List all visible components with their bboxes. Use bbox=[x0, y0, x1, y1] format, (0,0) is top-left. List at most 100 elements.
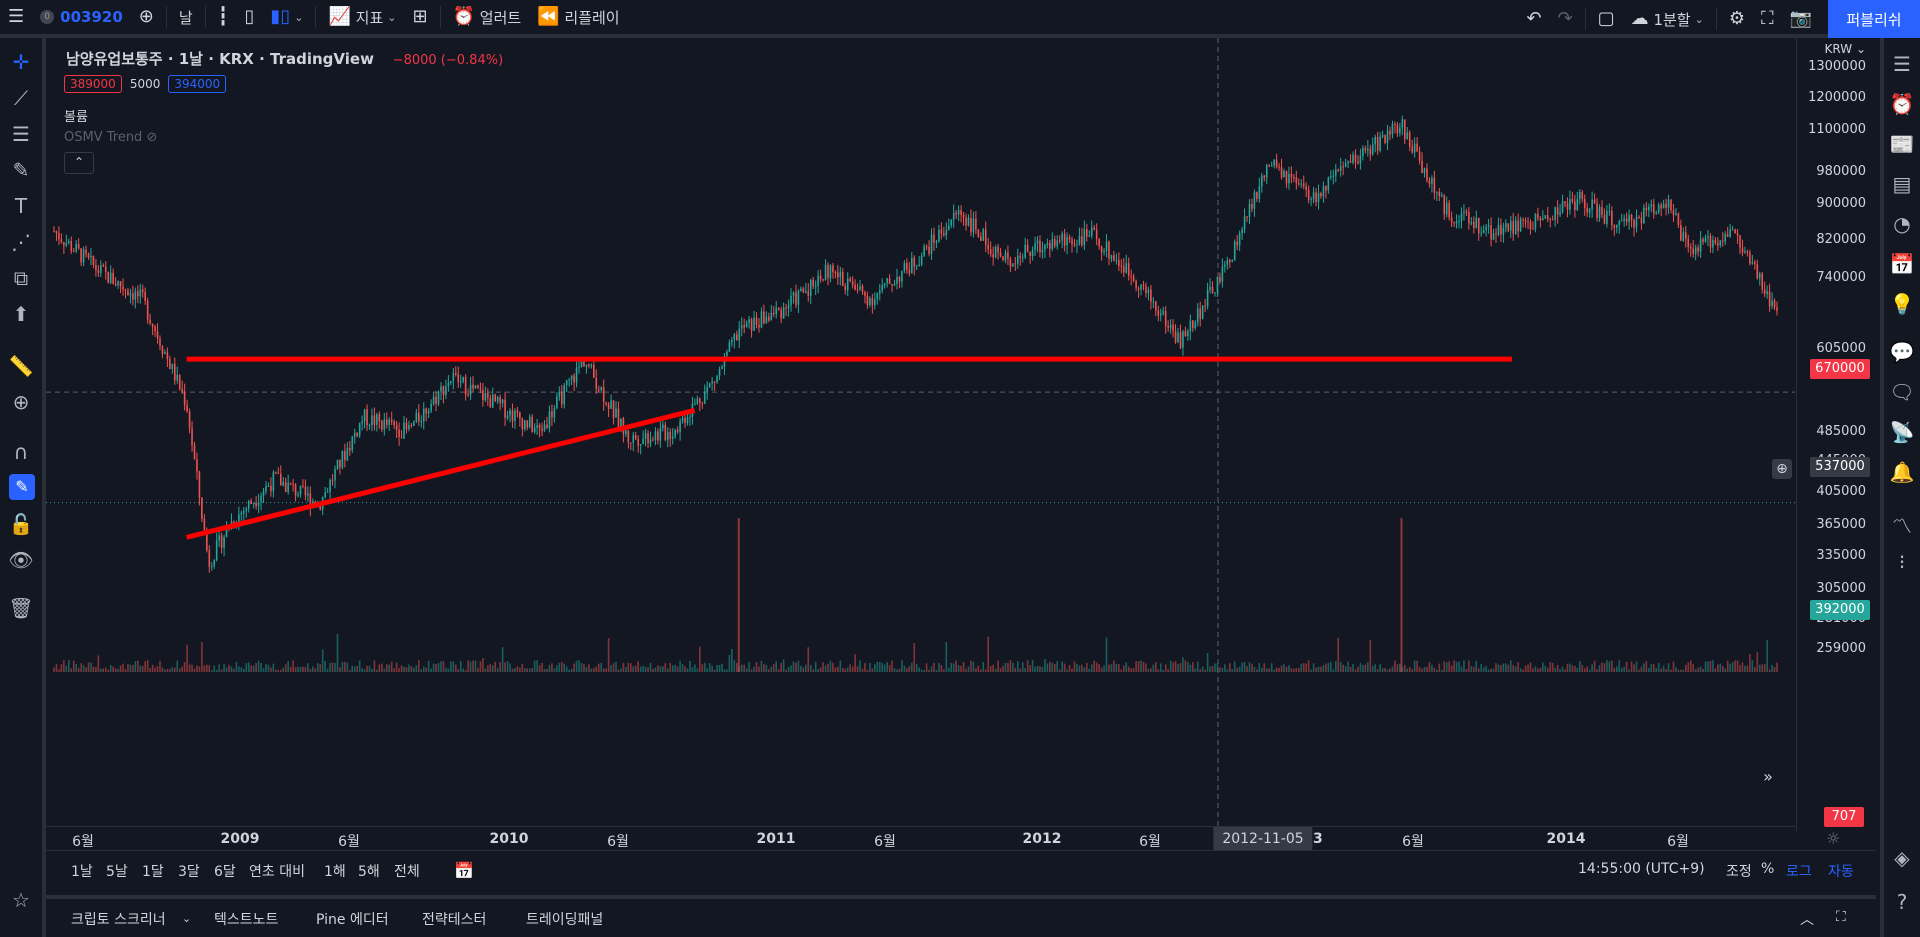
trading-icon[interactable]: 〽 bbox=[1892, 514, 1912, 538]
range-button[interactable]: 1날 bbox=[71, 864, 93, 880]
layout-name-button[interactable]: ☁ 1분할 ⌄ bbox=[1623, 0, 1712, 38]
volume-indicator-label[interactable]: 볼륨 bbox=[64, 110, 88, 125]
calendar-icon[interactable]: 📅 bbox=[454, 861, 474, 880]
range-button[interactable]: 1해 bbox=[324, 864, 346, 880]
forecast-icon[interactable]: ⧉ bbox=[13, 266, 29, 290]
streams-icon[interactable]: 📡 bbox=[1889, 420, 1915, 444]
adjust-toggle[interactable]: 조정 bbox=[1726, 864, 1752, 880]
zoom-icon[interactable]: ⊕ bbox=[12, 390, 30, 414]
chevron-down-icon[interactable]: ⌄ bbox=[182, 912, 192, 925]
ideas-icon[interactable]: 💡 bbox=[1889, 292, 1915, 316]
interval-button[interactable]: 날 bbox=[171, 0, 201, 36]
layers-icon[interactable]: ◈ bbox=[1894, 846, 1910, 870]
layout-select-button[interactable]: ▢ bbox=[1590, 0, 1623, 38]
news-icon[interactable]: 📰 bbox=[1889, 132, 1915, 156]
candle-body bbox=[1625, 218, 1628, 222]
volume-bar bbox=[1152, 664, 1155, 672]
volume-bar bbox=[649, 662, 652, 672]
chart-pane[interactable] bbox=[46, 38, 1795, 831]
bottom-tab[interactable]: 트레이딩패널 bbox=[526, 912, 604, 928]
candle-body bbox=[1426, 168, 1428, 181]
brush-icon[interactable]: ✎ bbox=[12, 158, 30, 182]
ask-price[interactable]: 394000 bbox=[168, 75, 227, 93]
ruler-icon[interactable]: 📏 bbox=[8, 354, 34, 378]
collapse-legend-button[interactable]: ⌃ bbox=[64, 152, 94, 174]
watchlist-icon[interactable]: ☰ bbox=[1893, 52, 1911, 76]
redo-button[interactable]: ↷ bbox=[1550, 0, 1581, 38]
volume-bar bbox=[405, 667, 408, 672]
templates-button[interactable]: ⊞ bbox=[404, 0, 435, 36]
scroll-to-realtime-button[interactable]: » bbox=[1754, 766, 1782, 788]
alarm-clock-icon[interactable]: ⏰ bbox=[1889, 92, 1915, 116]
range-button[interactable]: 전체 bbox=[394, 864, 420, 880]
bottom-tab[interactable]: 크립토 스크리너 bbox=[71, 912, 166, 928]
volume-bar bbox=[292, 660, 294, 672]
comments-icon[interactable]: 🗨 bbox=[1889, 380, 1915, 404]
candle-body bbox=[400, 437, 403, 439]
clock-time[interactable]: 14:55:00 (UTC+9) bbox=[1578, 861, 1705, 877]
volume-bar bbox=[124, 669, 127, 672]
maximize-panel-button[interactable]: ⛶ bbox=[1836, 909, 1846, 925]
log-toggle[interactable]: 로그 bbox=[1786, 864, 1812, 880]
undo-button[interactable]: ↶ bbox=[1518, 0, 1549, 38]
range-button[interactable]: 연초 대비 bbox=[249, 864, 305, 880]
chart-canvas[interactable] bbox=[46, 38, 1795, 831]
menu-button[interactable]: ☰ bbox=[0, 0, 32, 36]
arrow-up-icon[interactable]: ⬆ bbox=[12, 302, 30, 326]
candle-body bbox=[196, 459, 198, 472]
range-button[interactable]: 3달 bbox=[178, 864, 200, 880]
osmv-indicator-label[interactable]: OSMV Trend ⊘ bbox=[64, 130, 157, 145]
percent-toggle[interactable]: % bbox=[1761, 861, 1775, 877]
unlock-icon[interactable]: 🔓 bbox=[8, 512, 34, 536]
pattern-icon[interactable]: ⋰ bbox=[11, 230, 31, 254]
replay-button[interactable]: ⏪ 리플레이 bbox=[529, 0, 627, 36]
price-scale[interactable]: KRW ⌄ 1300000 1200000 1100000 980000 900000 8… bbox=[1796, 38, 1880, 831]
calendar-icon[interactable]: 📅 bbox=[1889, 252, 1915, 276]
auto-toggle[interactable]: 자동 bbox=[1828, 864, 1854, 880]
candle-body bbox=[366, 409, 368, 426]
add-alert-button[interactable]: ⊕ bbox=[1772, 459, 1792, 479]
crosshair-icon[interactable]: ✛ bbox=[12, 50, 30, 74]
bottom-tab[interactable]: 전략테스터 bbox=[422, 912, 487, 928]
bottom-tab[interactable]: Pine 에디터 bbox=[316, 912, 389, 928]
eye-hidden-icon[interactable]: ⊘ bbox=[146, 130, 158, 145]
candle-body bbox=[85, 249, 87, 254]
lock-drawing-icon[interactable]: ✎ bbox=[9, 474, 35, 500]
range-button[interactable]: 1달 bbox=[142, 864, 164, 880]
fullscreen-button[interactable]: ⛶ bbox=[1753, 0, 1782, 38]
object-tree-icon[interactable]: ⁝ bbox=[1898, 550, 1906, 574]
volume-bar bbox=[543, 668, 546, 672]
chart-type-button[interactable]: ▮▯ ⌄ bbox=[262, 0, 311, 36]
trend-line-icon[interactable]: ⟋ bbox=[14, 86, 28, 110]
help-icon[interactable]: ? bbox=[1896, 890, 1908, 914]
notifications-icon[interactable]: 🔔 bbox=[1889, 460, 1915, 484]
settings-button[interactable]: ⚙ bbox=[1721, 0, 1753, 38]
bar-style-button[interactable]: ┇ bbox=[210, 0, 237, 36]
bid-price[interactable]: 389000 bbox=[64, 75, 122, 93]
text-icon[interactable]: T bbox=[14, 194, 28, 218]
star-icon[interactable]: ☆ bbox=[12, 888, 30, 912]
publish-button[interactable]: 퍼블리쉬 bbox=[1828, 0, 1920, 38]
time-axis[interactable]: 6월 2009 6월 2010 6월 2011 6월 2012 6월 13 6월 2014 6월 201… bbox=[46, 826, 1840, 851]
compare-button[interactable]: ⊕ bbox=[131, 0, 162, 36]
range-button[interactable]: 5날 bbox=[106, 864, 128, 880]
bottom-tab[interactable]: 텍스트노트 bbox=[214, 912, 279, 928]
chat-icon[interactable]: 💬 bbox=[1889, 340, 1915, 364]
range-button[interactable]: 6달 bbox=[214, 864, 236, 880]
alerts-button[interactable]: ⏰ 얼러트 bbox=[445, 0, 530, 36]
symbol-search-button[interactable]: 0 003920 bbox=[32, 0, 131, 36]
magnet-icon[interactable]: ∩ bbox=[13, 440, 29, 464]
axis-settings-icon[interactable]: ☼ bbox=[1826, 829, 1841, 848]
eye-icon[interactable]: 👁 bbox=[8, 548, 34, 572]
data-window-icon[interactable]: ▤ bbox=[1892, 172, 1912, 196]
currency-label[interactable]: KRW ⌄ bbox=[1825, 42, 1866, 56]
candle-body bbox=[1564, 201, 1566, 204]
collapse-panel-button[interactable]: ︿ bbox=[1800, 909, 1814, 929]
trash-icon[interactable]: 🗑 bbox=[8, 596, 34, 620]
indicators-button[interactable]: 📈 지표 ⌄ bbox=[320, 0, 404, 36]
snapshot-button[interactable]: 📷 bbox=[1782, 0, 1820, 38]
range-button[interactable]: 5해 bbox=[358, 864, 380, 880]
hotlist-icon[interactable]: ◔ bbox=[1893, 212, 1911, 236]
fib-icon[interactable]: ☰ bbox=[12, 122, 30, 146]
candles-style-button[interactable]: ▯ bbox=[237, 0, 263, 36]
